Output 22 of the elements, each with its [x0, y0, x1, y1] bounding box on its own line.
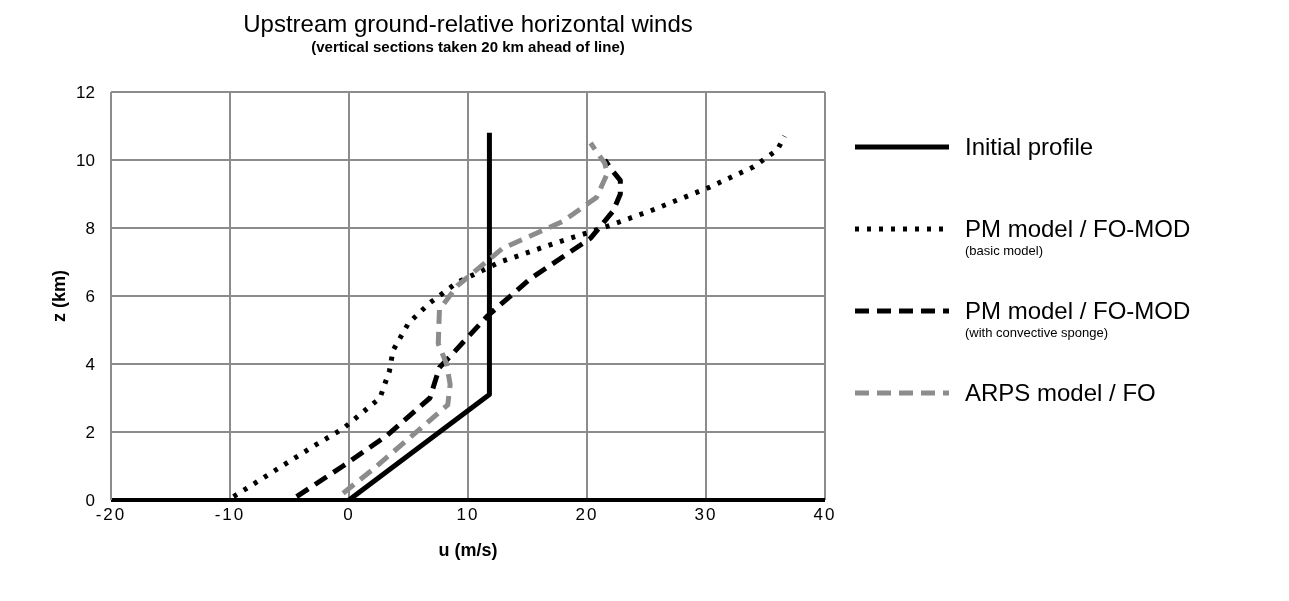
- y-tick-label: 12: [76, 83, 95, 103]
- legend-label: Initial profile: [965, 133, 1094, 161]
- legend-label: PM model / FO-MOD (basic model): [965, 215, 1191, 258]
- x-tick-label: 0: [343, 505, 355, 525]
- y-tick-label: 4: [85, 355, 95, 375]
- y-tick-label: 8: [85, 219, 95, 239]
- y-tick-label: 0: [85, 491, 95, 511]
- chart-title: Upstream ground-relative horizontal winds: [242, 10, 694, 38]
- legend-label: ARPS model / FO: [965, 379, 1156, 407]
- x-tick-label: -10: [214, 505, 246, 525]
- x-tick-label: 20: [575, 505, 599, 525]
- y-tick-label: 10: [76, 151, 95, 171]
- x-axis-title: u (m/s): [438, 540, 498, 560]
- y-tick-label: 6: [85, 287, 95, 307]
- x-tick-label: -20: [95, 505, 127, 525]
- x-tick-label: 30: [694, 505, 718, 525]
- legend-label: PM model / FO-MOD (with convective sponge): [965, 297, 1191, 340]
- x-tick-label: 10: [456, 505, 480, 525]
- chart-subtitle: (vertical sections taken 20 km ahead of line): [310, 38, 626, 55]
- y-tick-label: 2: [85, 423, 95, 443]
- y-axis-title: z (km): [49, 269, 70, 323]
- x-tick-label: 40: [813, 505, 837, 525]
